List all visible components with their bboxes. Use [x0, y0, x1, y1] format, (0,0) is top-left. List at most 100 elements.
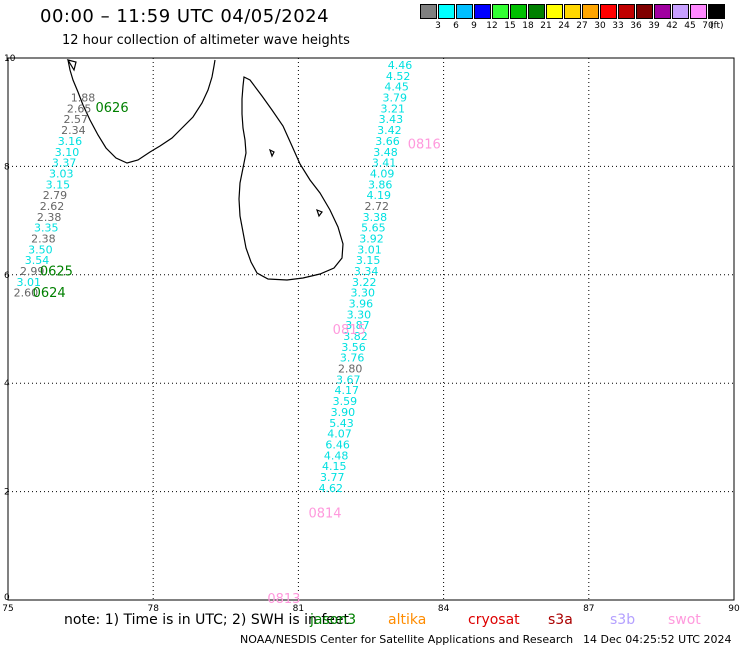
legend-item-cryosat: cryosat: [468, 612, 520, 628]
colorbar-label: 45: [684, 21, 696, 31]
generated-timestamp: 14 Dec 04:25:52 UTC 2024: [583, 633, 732, 646]
y-tick-label: 10: [4, 54, 16, 64]
wave-height-point: 4.48: [324, 449, 349, 462]
legend-item-altika: altika: [388, 612, 427, 628]
wave-height-point: 2.38: [31, 232, 56, 245]
colorbar-unit: (ft): [710, 21, 724, 31]
coastline-layer: [66, 59, 344, 281]
wave-height-point: 3.48: [373, 146, 398, 159]
wave-height-point: 3.77: [320, 471, 345, 484]
wave-height-point: 6.46: [325, 438, 350, 451]
sri-lanka-coastline: [238, 76, 344, 281]
wave-height-point: 4.09: [370, 167, 395, 180]
wave-height-point: 3.82: [343, 330, 368, 343]
wave-height-point: 3.50: [28, 243, 53, 256]
map-subtitle: 12 hour collection of altimeter wave hei…: [62, 33, 350, 48]
wave-height-point: 3.10: [55, 146, 80, 159]
wave-height-point: 3.86: [368, 178, 393, 191]
wave-height-point: 4.07: [327, 428, 352, 441]
x-tick-label: 78: [147, 604, 159, 614]
wave-height-point: 3.56: [341, 341, 366, 354]
wave-height-point: 3.15: [46, 178, 71, 191]
wave-height-point: 2.79: [43, 189, 68, 202]
colorbar-swatch: [618, 4, 635, 19]
wave-height-point: 3.42: [377, 124, 402, 137]
wave-height-point: 3.03: [49, 167, 74, 180]
colorbar-swatch: [420, 4, 437, 19]
wave-height-point: 3.87: [345, 319, 370, 332]
wave-height-point: 3.54: [25, 254, 50, 267]
colorbar-label: 36: [630, 21, 642, 31]
pass-time-label: 0816: [408, 138, 441, 153]
wave-height-point: 1.88: [71, 92, 96, 105]
pass-time-label: 0815: [333, 323, 366, 338]
x-tick-label: 87: [583, 604, 594, 614]
wave-height-point: 4.45: [384, 81, 409, 94]
y-tick-label: 4: [4, 379, 10, 389]
wave-height-point: 4.19: [366, 189, 391, 202]
wave-height-point: 3.15: [356, 254, 381, 267]
colorbar-label: 33: [612, 21, 624, 31]
wave-height-point: 3.79: [382, 92, 407, 105]
colorbar-label: 27: [576, 21, 588, 31]
wave-height-point: 5.43: [329, 417, 354, 430]
units-note: note: 1) Time is in UTC; 2) SWH is in fe…: [64, 612, 350, 628]
y-tick-label: 0: [4, 593, 10, 603]
wave-height-point: 3.90: [331, 406, 356, 419]
legend-item-swot: swot: [668, 612, 701, 628]
colorbar-label: 6: [453, 21, 459, 31]
wave-height-point: 3.37: [52, 157, 77, 170]
india-coastline: [67, 59, 216, 164]
wave-height-point: 2.80: [338, 363, 363, 376]
wave-height-point: 2.65: [67, 102, 92, 115]
colorbar-swatch: [492, 4, 509, 19]
wave-height-point: 2.72: [365, 200, 390, 213]
wave-height-point: 4.62: [319, 482, 344, 495]
wave-height-point: 3.34: [354, 265, 379, 278]
wave-height-point: 3.59: [333, 395, 358, 408]
colorbar-label: 18: [522, 21, 534, 31]
pass-time-label: 0626: [96, 101, 129, 116]
wave-height-point: 4.52: [386, 70, 411, 83]
wave-height-point: 3.21: [381, 102, 406, 115]
colorbar-label: 24: [558, 21, 570, 31]
wave-height-point: 3.22: [352, 276, 377, 289]
wave-height-point: 2.99: [20, 265, 45, 278]
map-title: 00:00 – 11:59 UTC 04/05/2024: [40, 6, 330, 27]
wave-height-point: 3.38: [363, 211, 388, 224]
colorbar-swatch: [582, 4, 599, 19]
colorbar-label: 21: [540, 21, 552, 31]
legend-item-s3b: s3b: [610, 612, 636, 628]
pass-time-label: 0624: [33, 286, 66, 301]
island-3: [316, 208, 323, 218]
pass-time-label: 0625: [40, 264, 73, 279]
wave-height-point: 2.57: [64, 113, 89, 126]
wave-height-point: 3.30: [347, 308, 372, 321]
wave-height-point: 2.34: [61, 124, 86, 137]
graticule: [8, 58, 734, 600]
x-tick-label: 90: [728, 604, 740, 614]
island-1: [66, 59, 77, 72]
wave-height-point: 3.76: [340, 352, 365, 365]
wave-height-point: 4.15: [322, 460, 347, 473]
colorbar-label: 12: [486, 21, 498, 31]
wave-height-point: 3.41: [372, 157, 397, 170]
x-tick-label: 75: [2, 604, 13, 614]
legend-item-jason3: jason3: [310, 612, 357, 628]
colorbar-label: 3: [435, 21, 441, 31]
colorbar-label: 70: [702, 21, 714, 31]
wave-height-point: 2.60: [14, 287, 39, 300]
y-tick-label: 6: [4, 271, 10, 281]
wave-height-point: 4.17: [335, 384, 360, 397]
pass-time-label: 0814: [308, 507, 341, 522]
wave-height-point: 3.92: [359, 232, 384, 245]
wave-height-point: 3.01: [357, 243, 382, 256]
colorbar-label: 42: [666, 21, 678, 31]
colorbar-label: 30: [594, 21, 606, 31]
wave-height-point: 3.67: [336, 373, 361, 386]
colorbar-label: 9: [471, 21, 477, 31]
wave-height-point: 3.16: [58, 135, 83, 148]
x-tick-label: 81: [293, 604, 304, 614]
map-frame: [7, 57, 735, 601]
